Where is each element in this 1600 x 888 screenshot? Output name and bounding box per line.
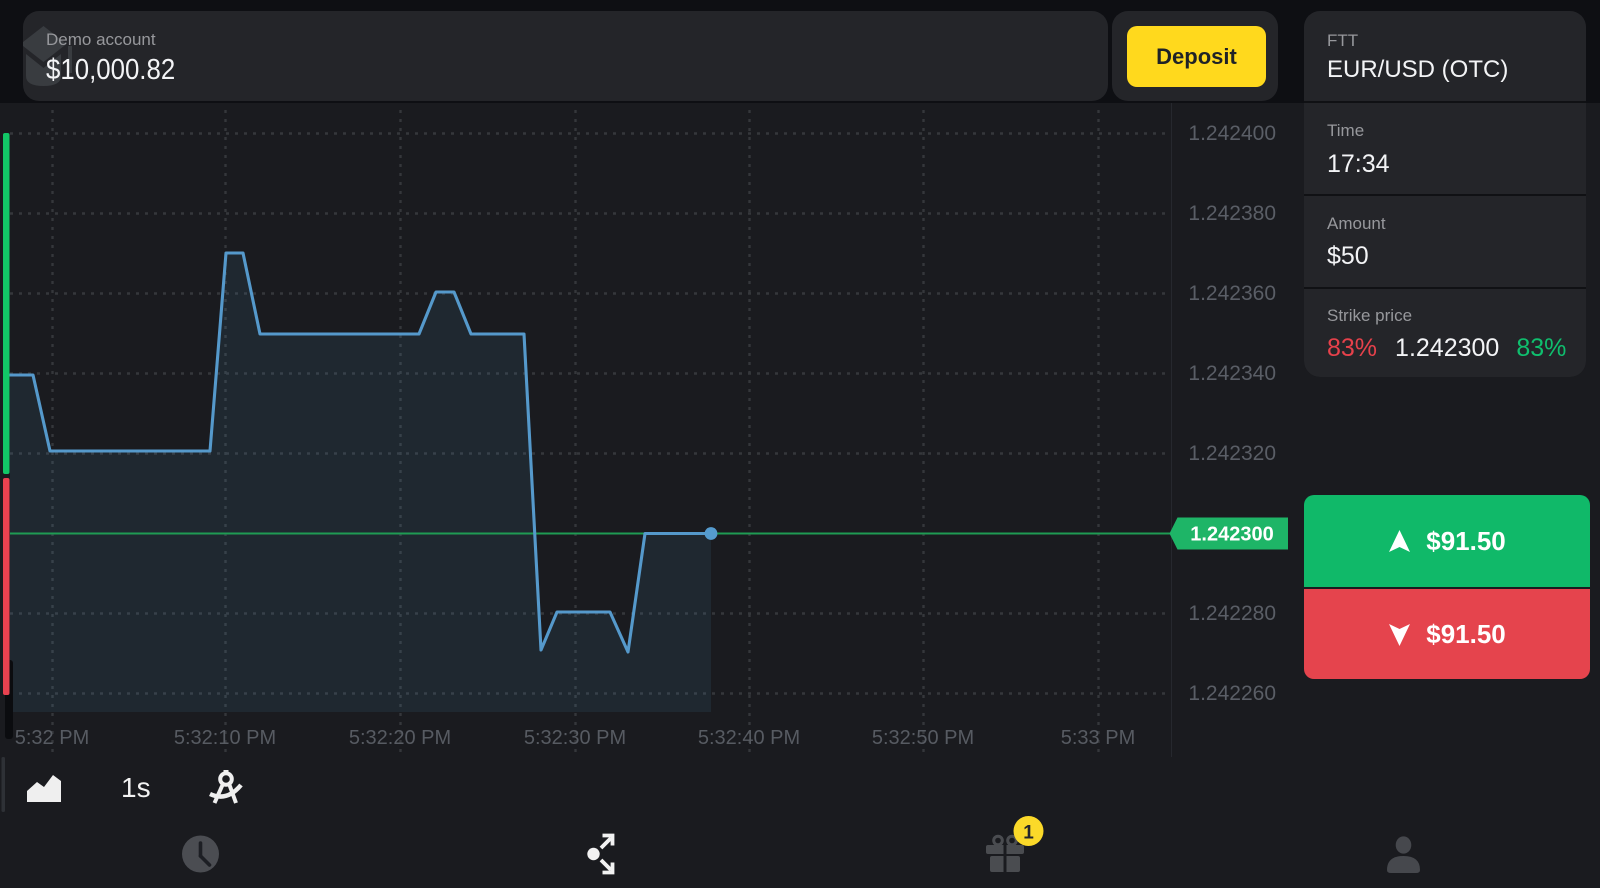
svg-text:1.242260: 1.242260: [1188, 682, 1276, 705]
svg-text:5:32:50 PM: 5:32:50 PM: [872, 727, 974, 749]
svg-text:5:32:20 PM: 5:32:20 PM: [349, 727, 451, 749]
svg-text:1.242300: 1.242300: [1190, 524, 1273, 546]
svg-text:1.242320: 1.242320: [1188, 442, 1276, 465]
svg-text:1.242360: 1.242360: [1188, 282, 1276, 305]
svg-text:5:32:40 PM: 5:32:40 PM: [698, 727, 800, 749]
svg-text:5:32 PM: 5:32 PM: [15, 727, 89, 749]
svg-text:1: 1: [1023, 823, 1034, 844]
svg-text:1.242380: 1.242380: [1188, 202, 1276, 225]
svg-text:5:33 PM: 5:33 PM: [1061, 727, 1135, 749]
svg-text:1s: 1s: [121, 772, 151, 803]
svg-text:5:32:10 PM: 5:32:10 PM: [174, 727, 276, 749]
svg-text:1.242280: 1.242280: [1188, 602, 1276, 625]
svg-text:1.242340: 1.242340: [1188, 362, 1276, 385]
svg-text:5:32:30 PM: 5:32:30 PM: [524, 727, 626, 749]
svg-text:1.242400: 1.242400: [1188, 122, 1276, 145]
